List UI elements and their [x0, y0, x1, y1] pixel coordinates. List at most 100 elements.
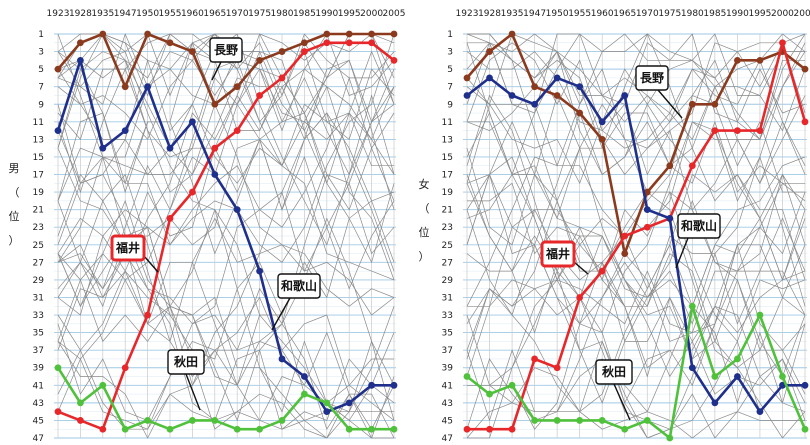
y-tick-label: 9: [447, 100, 453, 110]
other-prefecture-line: [57, 59, 395, 351]
callout-pointer: [657, 89, 683, 119]
x-tick-label: 1995: [338, 9, 361, 19]
y-tick-label: 27: [33, 258, 44, 268]
data-point: [99, 381, 107, 389]
series-福井: [54, 39, 398, 433]
series-line: [466, 32, 806, 255]
y-tick-label: 29: [442, 276, 454, 286]
other-prefecture-line: [466, 33, 805, 413]
y-tick-label: 5: [447, 65, 453, 75]
data-point: [756, 127, 764, 135]
other-prefecture-line: [466, 85, 806, 220]
x-tick-label: 1995: [748, 9, 771, 19]
series-line: [56, 367, 394, 431]
callout-label: 秋田: [174, 354, 198, 369]
data-point: [553, 364, 561, 372]
data-point: [643, 206, 651, 214]
y-tick-label: 19: [33, 188, 45, 198]
data-point: [54, 65, 62, 73]
data-point: [144, 417, 152, 424]
data-point: [368, 381, 375, 389]
callout-pointer: [573, 261, 589, 275]
y-tick-label: 41: [442, 381, 453, 391]
other-prefecture-line: [57, 33, 395, 351]
data-point: [166, 425, 174, 433]
data-point: [621, 232, 629, 240]
chart-grid: [54, 33, 396, 439]
data-point: [345, 30, 353, 38]
x-tick-label: 1947: [114, 9, 137, 19]
y-axis-title-char: 位: [419, 225, 430, 239]
other-prefecture-line: [466, 42, 805, 141]
data-point: [531, 100, 538, 108]
data-point: [323, 30, 331, 38]
y-tick-label: 35: [33, 329, 44, 339]
y-tick-label: 11: [442, 118, 453, 128]
data-point: [508, 381, 516, 389]
data-point: [233, 425, 241, 433]
callout-label: 長野: [640, 70, 664, 85]
x-tick-label: 1980: [681, 9, 704, 19]
y-tick-label: 43: [33, 399, 44, 409]
data-point: [801, 381, 809, 389]
other-prefecture-line: [57, 33, 395, 439]
series-line: [467, 41, 807, 431]
series-和歌山: [463, 74, 809, 416]
data-point: [278, 417, 286, 424]
other-prefecture-line: [57, 33, 395, 245]
data-point: [779, 373, 786, 380]
data-point: [121, 425, 129, 433]
x-tick-label: 1928: [478, 9, 501, 19]
y-tick-label: 25: [442, 241, 453, 251]
data-point: [189, 417, 196, 424]
data-point: [801, 118, 809, 126]
other-prefecture-line: [467, 235, 806, 439]
data-point: [576, 417, 584, 424]
x-tick-label: 1980: [271, 9, 294, 19]
data-point: [166, 215, 174, 222]
x-tick-label: 2005: [383, 9, 406, 19]
data-point: [211, 100, 219, 108]
other-prefecture-line: [57, 59, 395, 281]
data-point: [278, 48, 286, 55]
data-point: [508, 92, 516, 99]
y-tick-label: 33: [442, 311, 453, 321]
data-point: [144, 311, 152, 319]
data-point: [256, 267, 263, 275]
data-point: [598, 135, 606, 143]
series-line: [57, 32, 394, 106]
x-tick-label: 2000: [360, 9, 383, 19]
data-point: [621, 425, 629, 433]
data-point: [463, 373, 471, 380]
data-point: [463, 425, 471, 433]
other-prefecture-line: [467, 156, 806, 386]
series-line: [57, 41, 395, 431]
other-prefecture-line: [57, 33, 395, 307]
y-tick-label: 19: [442, 188, 454, 198]
data-point: [734, 355, 741, 363]
other-prefecture-line: [466, 33, 806, 149]
callout-pointer: [211, 59, 223, 81]
data-point: [166, 144, 174, 152]
other-prefecture-line: [466, 183, 806, 404]
data-point: [598, 267, 606, 275]
other-prefecture-line: [57, 200, 395, 325]
data-point: [598, 118, 606, 126]
other-prefecture-line: [57, 200, 394, 413]
data-point: [189, 188, 196, 196]
data-point: [711, 100, 719, 108]
data-point: [99, 144, 107, 152]
y-tick-label: 47: [33, 434, 44, 444]
y-tick-labels: 1357911131517192123252729313335373941434…: [442, 30, 454, 444]
data-point: [486, 48, 493, 55]
data-point: [711, 127, 719, 135]
data-point: [666, 434, 674, 442]
x-tick-label: 1923: [47, 9, 70, 19]
y-tick-label: 23: [442, 223, 453, 233]
data-point: [211, 144, 219, 152]
data-point: [486, 74, 493, 82]
data-point: [598, 417, 606, 424]
x-tick-labels: 1923 1928 1935 1947 1950 1955 1960 1965 1970 1975…: [456, 9, 810, 19]
other-prefecture-line: [57, 76, 395, 246]
callout-box: [540, 240, 576, 268]
